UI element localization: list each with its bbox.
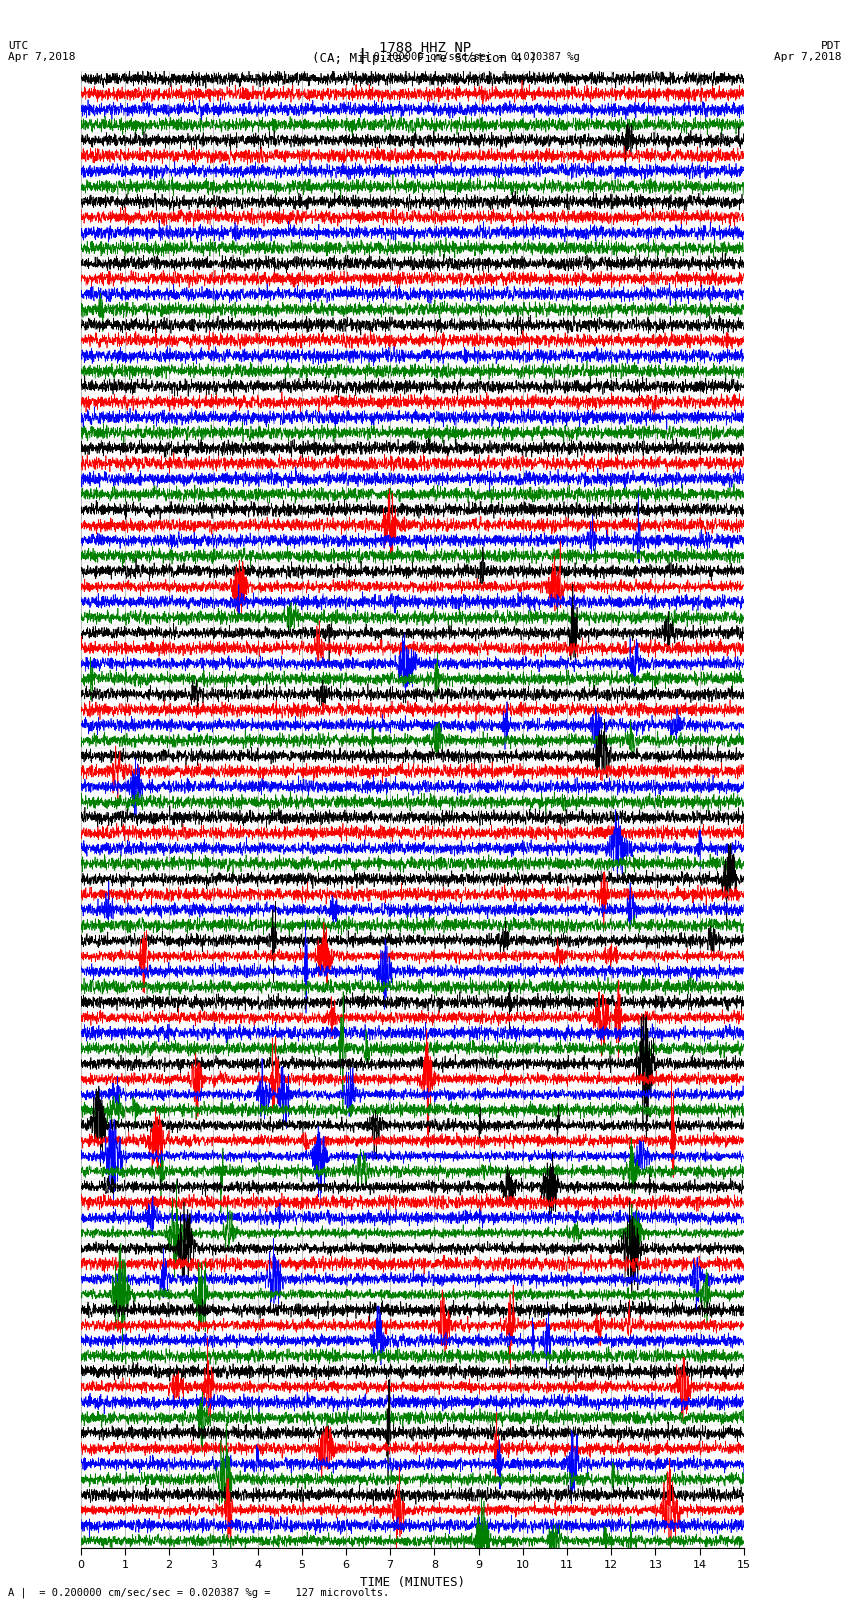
Text: (CA; Milpitas Fire Station 4 ): (CA; Milpitas Fire Station 4 ) <box>313 52 537 66</box>
X-axis label: TIME (MINUTES): TIME (MINUTES) <box>360 1576 465 1589</box>
Text: |: | <box>357 48 366 65</box>
Text: Apr 7,2018: Apr 7,2018 <box>8 52 76 61</box>
Text: UTC: UTC <box>8 40 29 52</box>
Text: 1788 HHZ NP: 1788 HHZ NP <box>379 40 471 55</box>
Text: Apr 7,2018: Apr 7,2018 <box>774 52 842 61</box>
Text: PDT: PDT <box>821 40 842 52</box>
Text: A |  = 0.200000 cm/sec/sec = 0.020387 %g =    127 microvolts.: A | = 0.200000 cm/sec/sec = 0.020387 %g … <box>8 1587 390 1597</box>
Text: = 0.200000 cm/sec/sec = 0.020387 %g: = 0.200000 cm/sec/sec = 0.020387 %g <box>361 53 580 63</box>
